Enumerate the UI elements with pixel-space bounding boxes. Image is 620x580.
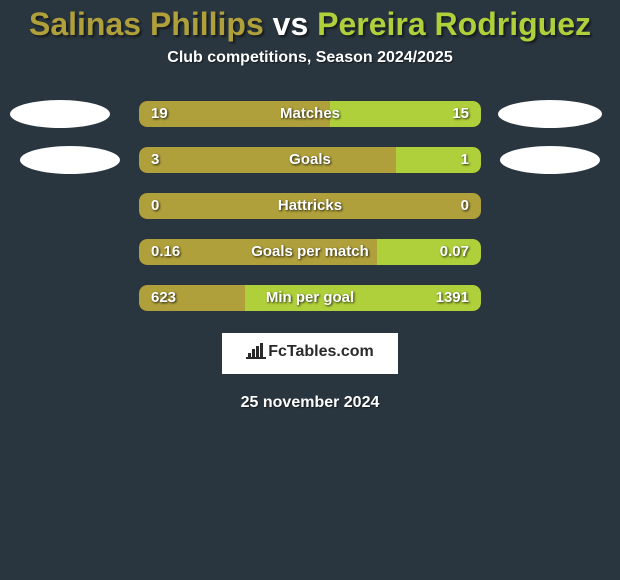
bar-chart-icon: [246, 343, 266, 364]
date-label: 25 november 2024: [0, 394, 620, 412]
stat-value-player2: 15: [452, 101, 469, 127]
bar-fill-player1: [139, 147, 396, 173]
stat-value-player1: 0: [151, 193, 159, 219]
stat-value-player2: 0.07: [440, 239, 469, 265]
stat-value-player1: 19: [151, 101, 168, 127]
stat-bar: 6231391Min per goal: [139, 285, 481, 311]
stat-value-player1: 0.16: [151, 239, 180, 265]
vs-label: vs: [273, 6, 309, 42]
player2-marker: [500, 146, 600, 174]
stat-bar: 0.160.07Goals per match: [139, 239, 481, 265]
player1-name: Salinas Phillips: [29, 6, 264, 42]
player1-marker: [10, 100, 110, 128]
stat-bar: 00Hattricks: [139, 193, 481, 219]
stat-bar: 31Goals: [139, 147, 481, 173]
source-label: FcTables.com: [268, 343, 374, 360]
stat-rows: 1915Matches31Goals00Hattricks0.160.07Goa…: [0, 95, 620, 325]
stat-value-player2: 1: [461, 147, 469, 173]
stat-value-player1: 623: [151, 285, 176, 311]
stat-value-player1: 3: [151, 147, 159, 173]
stat-value-player2: 0: [461, 193, 469, 219]
bar-fill-player1: [139, 193, 481, 219]
stat-row: 0.160.07Goals per match: [0, 233, 620, 279]
player1-marker: [20, 146, 120, 174]
stat-row: 6231391Min per goal: [0, 279, 620, 325]
stat-value-player2: 1391: [436, 285, 469, 311]
stat-row: 31Goals: [0, 141, 620, 187]
stat-bar: 1915Matches: [139, 101, 481, 127]
comparison-infographic: Salinas Phillips vs Pereira Rodriguez Cl…: [0, 0, 620, 412]
source-badge: FcTables.com: [222, 333, 398, 374]
stat-row: 00Hattricks: [0, 187, 620, 233]
title: Salinas Phillips vs Pereira Rodriguez: [0, 6, 620, 43]
player2-name: Pereira Rodriguez: [317, 6, 591, 42]
subtitle: Club competitions, Season 2024/2025: [0, 49, 620, 67]
stat-row: 1915Matches: [0, 95, 620, 141]
player2-marker: [498, 100, 602, 128]
